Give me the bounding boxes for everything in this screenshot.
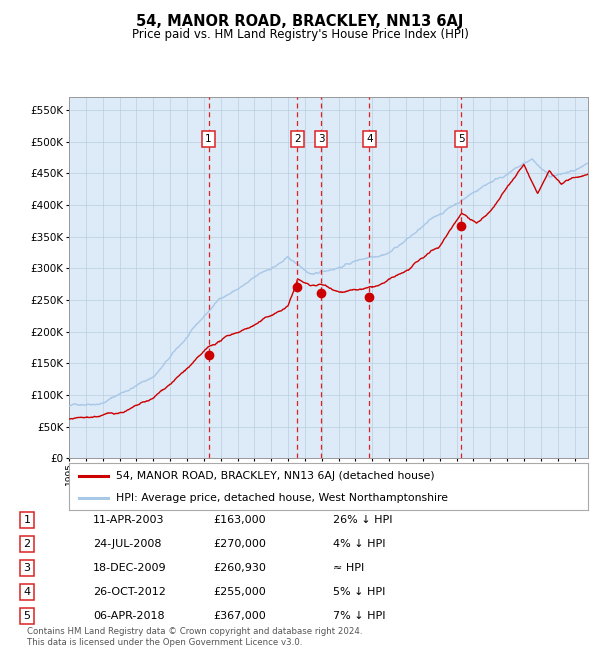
Text: ≈ HPI: ≈ HPI [333, 563, 364, 573]
Text: 4% ↓ HPI: 4% ↓ HPI [333, 539, 386, 549]
Text: 1: 1 [205, 134, 212, 144]
Text: HPI: Average price, detached house, West Northamptonshire: HPI: Average price, detached house, West… [116, 493, 448, 502]
Text: 11-APR-2003: 11-APR-2003 [93, 515, 164, 525]
Text: 4: 4 [366, 134, 373, 144]
Text: This data is licensed under the Open Government Licence v3.0.: This data is licensed under the Open Gov… [27, 638, 302, 647]
Text: 18-DEC-2009: 18-DEC-2009 [93, 563, 167, 573]
Text: 5: 5 [458, 134, 464, 144]
Text: 26-OCT-2012: 26-OCT-2012 [93, 587, 166, 597]
Text: £255,000: £255,000 [213, 587, 266, 597]
Text: 3: 3 [318, 134, 325, 144]
Text: 2: 2 [294, 134, 301, 144]
Text: 7% ↓ HPI: 7% ↓ HPI [333, 611, 386, 621]
Text: 4: 4 [23, 587, 31, 597]
Text: 5% ↓ HPI: 5% ↓ HPI [333, 587, 385, 597]
Text: £270,000: £270,000 [213, 539, 266, 549]
Text: Contains HM Land Registry data © Crown copyright and database right 2024.: Contains HM Land Registry data © Crown c… [27, 627, 362, 636]
Text: 5: 5 [23, 611, 31, 621]
Text: 2: 2 [23, 539, 31, 549]
Text: 24-JUL-2008: 24-JUL-2008 [93, 539, 161, 549]
Text: 3: 3 [23, 563, 31, 573]
Text: 06-APR-2018: 06-APR-2018 [93, 611, 164, 621]
Text: £367,000: £367,000 [213, 611, 266, 621]
Text: 26% ↓ HPI: 26% ↓ HPI [333, 515, 392, 525]
Text: Price paid vs. HM Land Registry's House Price Index (HPI): Price paid vs. HM Land Registry's House … [131, 28, 469, 41]
Text: 54, MANOR ROAD, BRACKLEY, NN13 6AJ (detached house): 54, MANOR ROAD, BRACKLEY, NN13 6AJ (deta… [116, 471, 434, 481]
Text: £163,000: £163,000 [213, 515, 266, 525]
Text: 1: 1 [23, 515, 31, 525]
Text: 54, MANOR ROAD, BRACKLEY, NN13 6AJ: 54, MANOR ROAD, BRACKLEY, NN13 6AJ [136, 14, 464, 29]
Text: £260,930: £260,930 [213, 563, 266, 573]
